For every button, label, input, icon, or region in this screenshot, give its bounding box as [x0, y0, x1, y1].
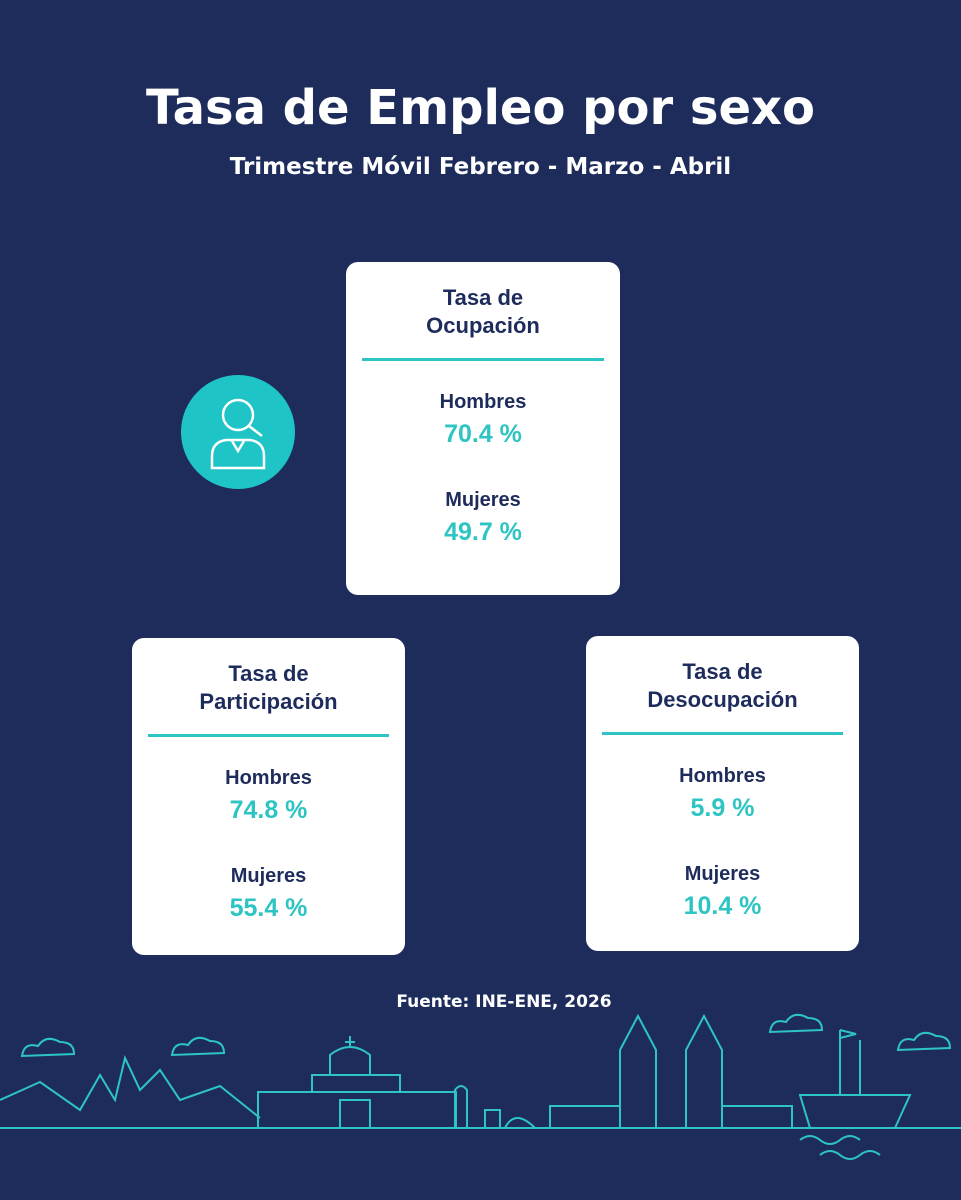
- label: Mujeres: [684, 863, 761, 885]
- card-title: Tasa de Participación: [199, 661, 338, 714]
- label: Mujeres: [445, 489, 521, 511]
- label: Hombres: [225, 767, 312, 789]
- skyline: [0, 1013, 961, 1160]
- source: Fuente: INE-ENE, 2026: [396, 992, 612, 1012]
- divider: [362, 358, 604, 361]
- label: Mujeres: [230, 865, 307, 887]
- subtitle: Trimestre Móvil Febrero - Marzo - Abril: [229, 154, 732, 180]
- label: Hombres: [439, 391, 527, 413]
- value: 5.9 %: [690, 794, 755, 822]
- value: 74.8 %: [229, 796, 308, 824]
- card: Tasa de Participación Hombres 74.8 % Muj…: [132, 638, 405, 955]
- divider: [148, 734, 389, 737]
- card: Tasa de Desocupación Hombres 5.9 % Mujer…: [586, 636, 859, 951]
- search-icon: [181, 375, 295, 489]
- label: Hombres: [679, 765, 766, 787]
- value: 55.4 %: [229, 894, 308, 922]
- card-title: Tasa de Desocupación: [647, 659, 798, 712]
- divider: [602, 732, 843, 735]
- card: Tasa de Ocupación Hombres 70.4 % Mujeres…: [346, 262, 620, 595]
- value: 70.4 %: [444, 420, 522, 448]
- value: 10.4 %: [683, 892, 762, 920]
- title: Tasa de Empleo por sexo: [146, 80, 815, 136]
- value: 49.7 %: [444, 518, 522, 546]
- card-title: Tasa de Ocupación: [426, 285, 540, 338]
